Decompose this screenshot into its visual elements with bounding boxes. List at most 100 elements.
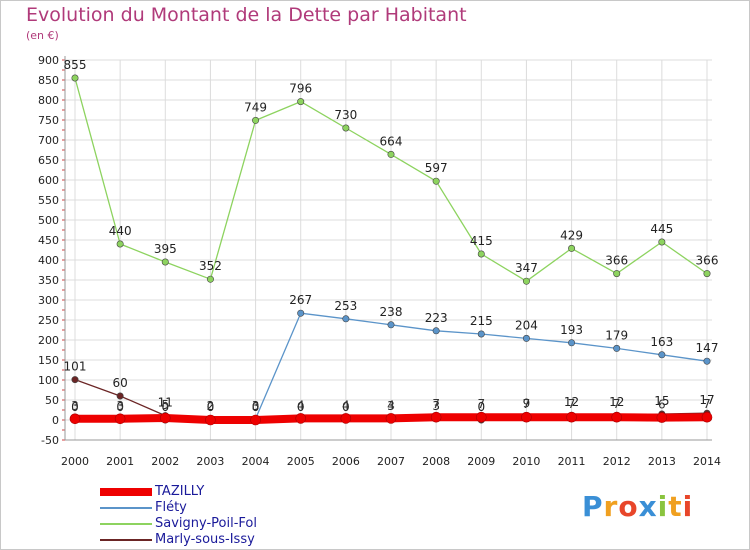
data-label: 395 [154,242,177,256]
data-point [701,411,713,423]
x-tick-label: 2004 [242,455,270,468]
x-tick-label: 2010 [512,455,540,468]
data-label: 101 [64,360,87,374]
x-tick-label: 2006 [332,455,360,468]
grid-lines [65,59,712,441]
data-label: 0 [207,400,215,414]
data-label: 215 [470,314,493,328]
data-point [611,411,623,423]
logo-letter: i [657,490,669,523]
data-label: 3 [387,399,395,413]
data-point [250,414,261,426]
data-point [432,177,440,185]
data-label: 2 [207,399,215,413]
y-tick-label: 100 [38,374,59,387]
data-point [385,413,397,424]
x-tick-label: 2002 [151,455,179,468]
data-label: 366 [605,254,628,268]
data-point [387,321,395,329]
data-point [71,74,79,82]
data-label: 0 [252,400,260,414]
data-label: 3 [71,399,79,413]
data-label: 855 [64,58,87,72]
data-point [205,414,216,426]
y-tick-label: 650 [38,154,59,167]
data-label: 267 [289,293,312,307]
y-tick-label: 800 [38,94,59,107]
data-label: 749 [244,100,267,114]
data-point [116,392,124,400]
legend-swatch [100,523,152,525]
data-label: 3 [252,399,260,413]
data-label: 223 [425,311,448,325]
data-label: 0 [71,400,79,414]
data-point [568,244,576,252]
data-label: 0 [297,400,305,414]
data-point [522,277,530,285]
data-labels: 8554403953527497967306645974153474293664… [64,58,719,414]
data-label: 730 [334,108,357,122]
line-chart: -500501001502002503003504004505005506006… [38,54,721,468]
data-point [114,413,126,425]
data-point [161,258,169,266]
x-tick-label: 2008 [422,455,450,468]
data-label: 0 [116,400,124,414]
data-point [568,339,576,347]
y-tick-label: -50 [41,434,59,447]
data-label: 0 [207,400,215,414]
y-tick-label: 150 [38,354,59,367]
data-label: 11 [158,396,173,410]
logo-letter: x [638,490,658,523]
data-label: 0 [161,400,169,414]
y-tick-label: 250 [38,314,59,327]
data-point [387,150,395,158]
legend-label: Fléty [155,500,187,515]
data-point [658,238,666,246]
x-tick-label: 2012 [603,455,631,468]
data-label: 5 [161,398,169,412]
data-label: 15 [654,394,669,408]
data-point [613,270,621,278]
y-tick-label: 0 [52,414,59,427]
data-point [206,275,214,283]
y-tick-label: 500 [38,214,59,227]
data-label: 429 [560,228,583,242]
y-tick-label: 400 [38,254,59,267]
data-label: 17 [699,393,714,407]
data-label: 597 [425,161,448,175]
proxiti-logo: Proxiti [582,490,693,523]
x-tick-label: 2011 [558,455,586,468]
data-point [159,412,171,424]
data-label: 347 [515,261,538,275]
x-tick-label: 2000 [61,455,89,468]
y-tick-label: 850 [38,74,59,87]
x-tick-label: 2003 [196,455,224,468]
data-point [566,411,577,423]
data-label: 7 [523,397,531,411]
data-point [116,240,124,248]
chart-title: Evolution du Montant de la Dette par Hab… [26,4,467,26]
data-point [430,411,442,423]
y-tick-label: 200 [38,334,59,347]
data-point [477,250,485,258]
data-label: 7 [703,397,711,411]
data-label: 7 [568,397,576,411]
data-label: 204 [515,318,538,332]
legend-label: TAZILLY [155,484,205,499]
data-label: 12 [609,395,624,409]
data-point [521,411,532,423]
data-point [613,344,621,352]
data-point [342,315,350,323]
legend-label: Savigny-Poil-Fol [155,516,257,531]
y-tick-label: 900 [38,54,59,67]
data-point [342,124,350,132]
data-label: 12 [564,395,579,409]
data-label: 9 [523,396,531,410]
data-point [69,413,81,425]
x-tick-label: 2005 [287,455,315,468]
y-tick-label: 50 [45,394,59,407]
logo-letter: P [582,490,604,523]
data-label: 3 [432,399,440,413]
data-label: 193 [560,323,583,337]
data-point [522,334,530,342]
